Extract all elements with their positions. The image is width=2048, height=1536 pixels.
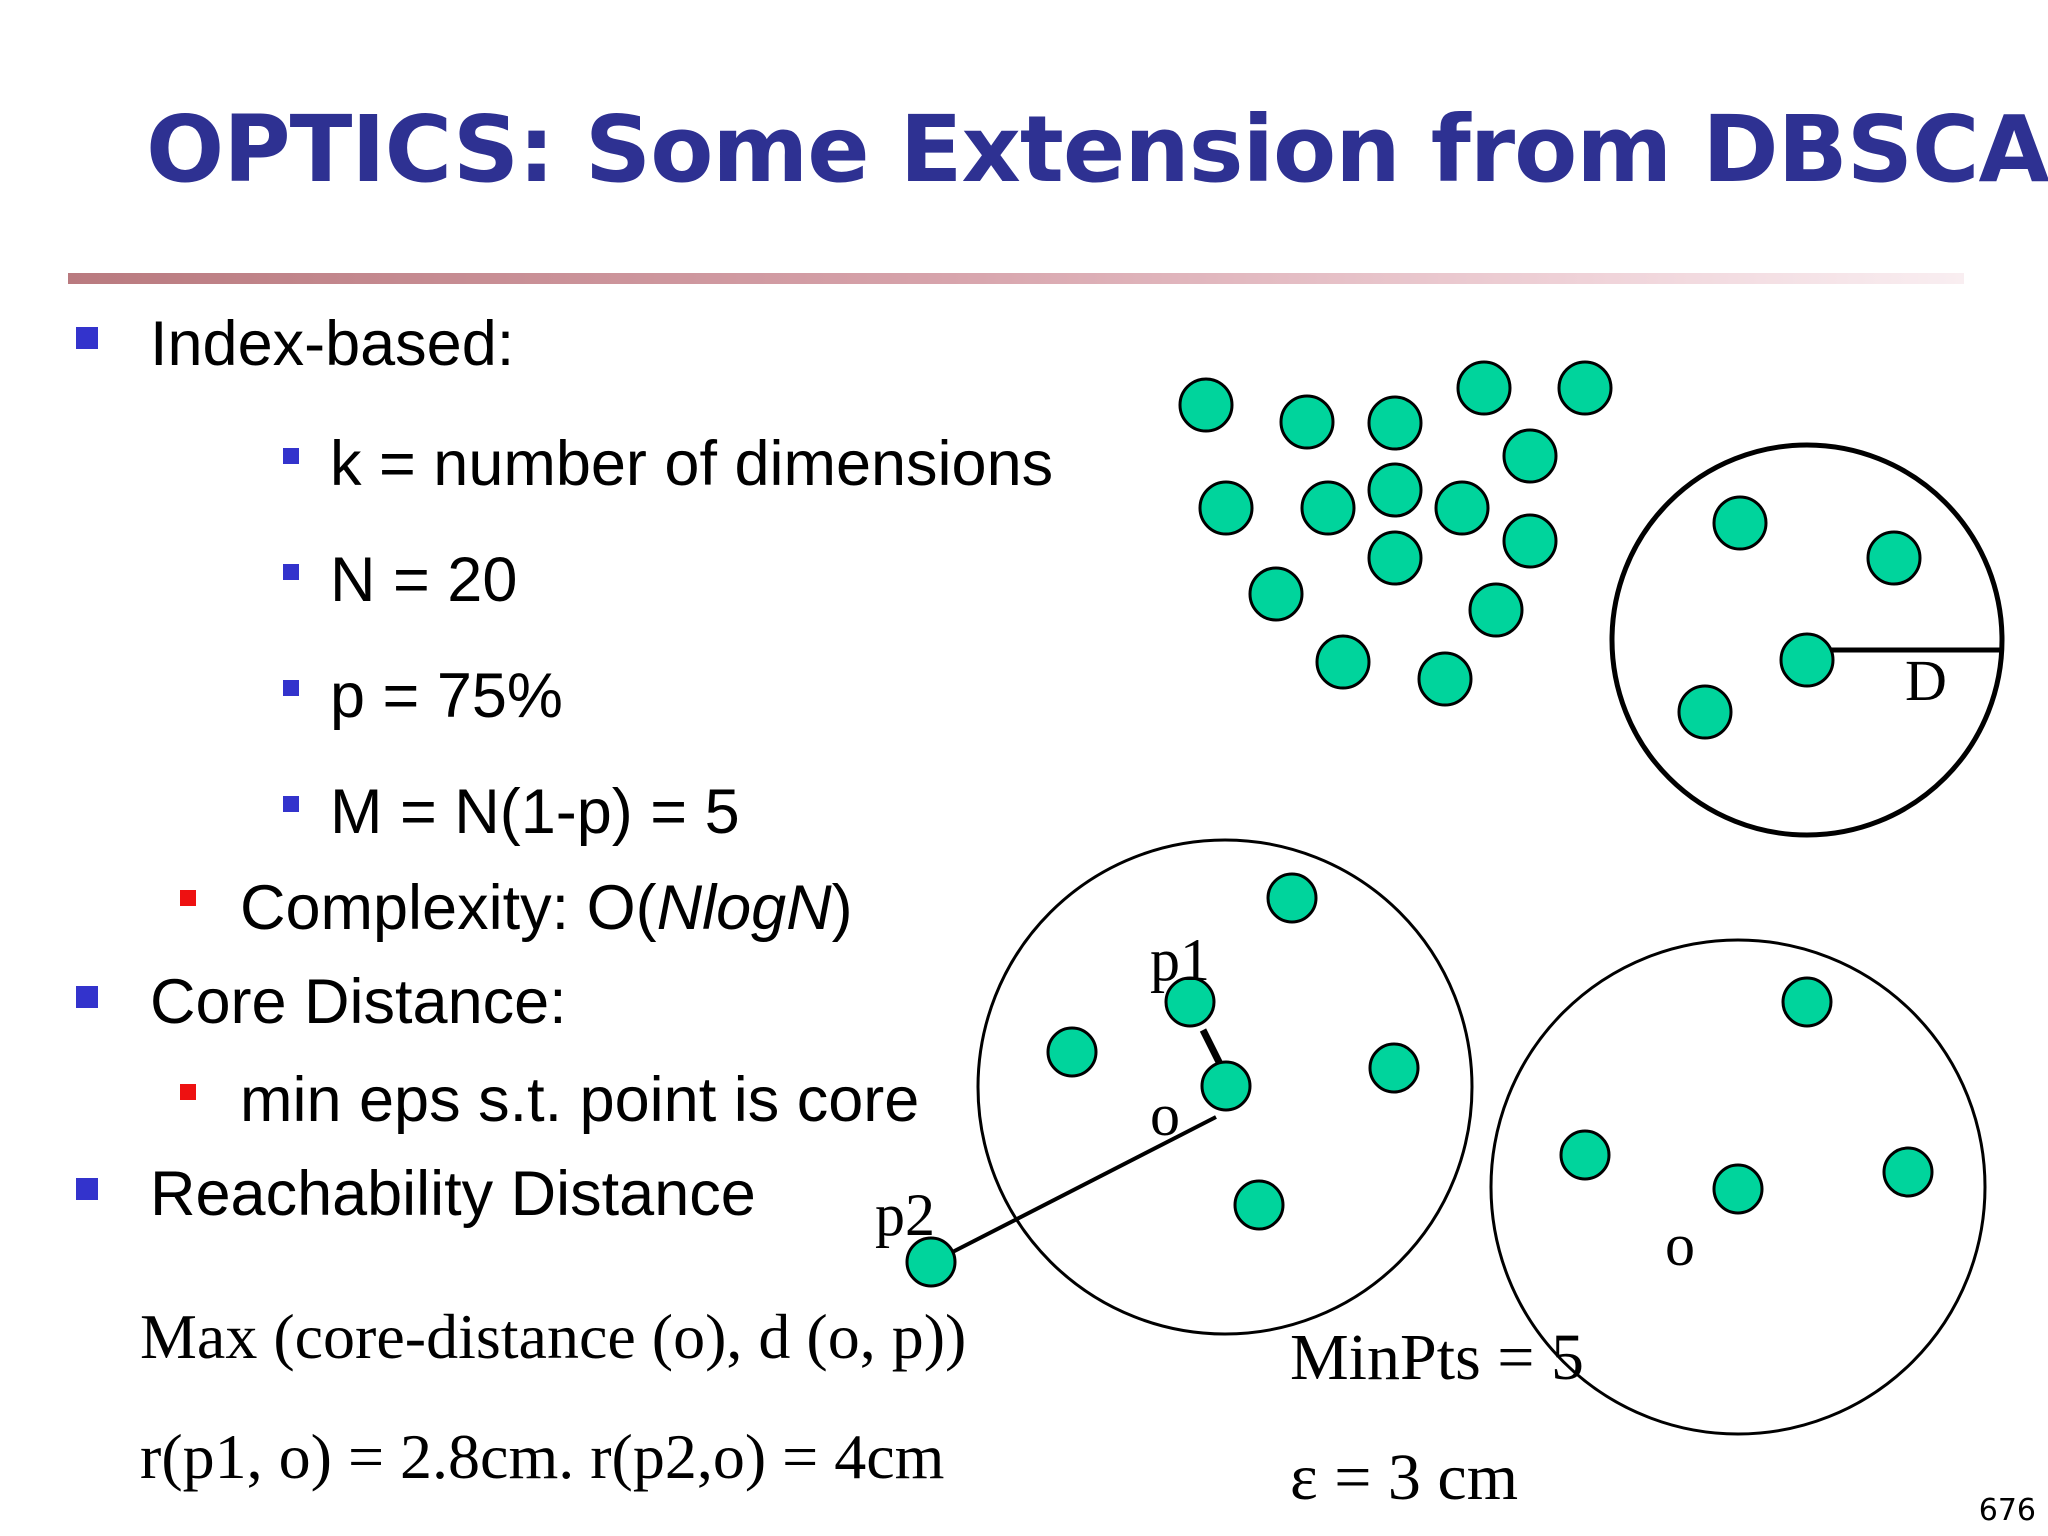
bullet-marker — [180, 890, 196, 906]
r-values: r(p1, o) = 2.8cm. r(p2,o) = 4cm — [140, 1421, 945, 1492]
bullet-marker — [180, 1084, 196, 1100]
data-point — [1434, 480, 1490, 536]
data-point — [1300, 480, 1356, 536]
data-point — [1456, 360, 1512, 416]
title-divider — [68, 273, 1964, 284]
max-formula: Max (core-distance (o), d (o, p)) — [140, 1301, 967, 1372]
bullet-reachability: Reachability Distance — [150, 1159, 756, 1229]
bullet-core-distance: Core Distance: — [150, 967, 567, 1037]
data-point — [1198, 480, 1254, 536]
data-point-p2 — [905, 1236, 957, 1288]
data-point — [1712, 495, 1768, 551]
bullet-marker — [76, 986, 98, 1008]
data-point-o-right — [1712, 1163, 1764, 1215]
data-point-p1 — [1164, 976, 1216, 1028]
eps-circle-left — [976, 838, 1474, 1336]
data-point — [1417, 651, 1473, 707]
bullet-marker — [283, 564, 299, 580]
epsilon-label: ε = 3 cm — [1290, 1441, 1519, 1514]
data-point — [1779, 632, 1835, 688]
label-d: D — [1905, 648, 1947, 713]
label-o-right: o — [1665, 1212, 1695, 1278]
bullet-marker — [283, 796, 299, 812]
label-p2: p2 — [875, 1182, 935, 1248]
data-point — [1367, 530, 1423, 586]
data-point — [1046, 1026, 1098, 1078]
data-point — [1866, 530, 1922, 586]
label-o-left: o — [1150, 1082, 1180, 1148]
slide-title: OPTICS: Some Extension from DBSCAN — [146, 96, 2048, 203]
data-point — [1315, 634, 1371, 690]
radius-d-circle — [1609, 442, 2005, 838]
data-point-o — [1200, 1060, 1252, 1112]
minpts-label: MinPts = 5 — [1290, 1321, 1584, 1394]
data-point — [1233, 1179, 1285, 1231]
data-point — [1882, 1146, 1934, 1198]
complexity-prefix: Complexity: O( — [240, 873, 657, 943]
bullet-marker — [283, 448, 299, 464]
bullet-k-def: k = number of dimensions — [330, 429, 1054, 499]
data-point — [1559, 1129, 1611, 1181]
bullet-m-def: M = N(1-p) = 5 — [330, 777, 740, 847]
reachability-line — [932, 1115, 1217, 1264]
data-point — [1677, 684, 1733, 740]
data-point — [1502, 428, 1558, 484]
complexity-italic: NlogN — [656, 873, 832, 943]
complexity-suffix: ) — [831, 873, 853, 943]
bullet-complexity: Complexity: O(NlogN) — [240, 872, 853, 944]
bullet-index-based: Index-based: — [150, 309, 515, 379]
bullet-core-def: min eps s.t. point is core — [240, 1065, 920, 1135]
bullet-n-def: N = 20 — [330, 545, 518, 615]
data-point — [1266, 872, 1318, 924]
data-point — [1279, 394, 1335, 450]
data-point — [1367, 395, 1423, 451]
eps-circle-right — [1489, 938, 1987, 1436]
data-point — [1367, 462, 1423, 518]
page-number: 676 — [1978, 1493, 2036, 1528]
data-point — [1468, 582, 1524, 638]
bullet-marker — [283, 680, 299, 696]
data-point — [1248, 566, 1304, 622]
data-point — [1178, 377, 1234, 433]
data-point — [1781, 976, 1833, 1028]
data-point — [1502, 513, 1558, 569]
bullet-marker — [76, 327, 98, 349]
bullet-marker — [76, 1178, 98, 1200]
label-p1: p1 — [1150, 927, 1210, 993]
data-point — [1557, 360, 1613, 416]
data-point — [1368, 1042, 1420, 1094]
bullet-p-def: p = 75% — [330, 661, 563, 731]
